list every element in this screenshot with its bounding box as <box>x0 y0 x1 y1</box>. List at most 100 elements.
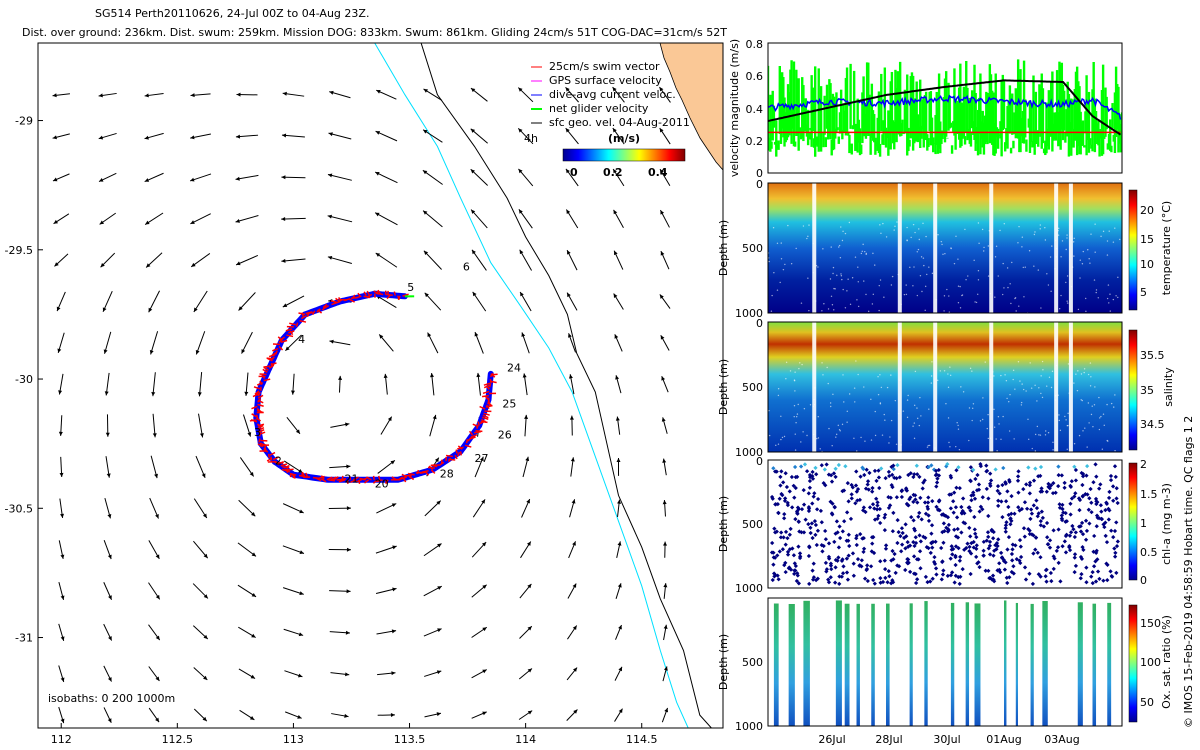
data-gap <box>1069 183 1073 313</box>
speckle <box>1048 284 1049 285</box>
speckle <box>992 371 993 372</box>
colorbar-tick: 0.2 <box>603 166 623 179</box>
speckle <box>822 248 823 249</box>
speckle <box>932 273 933 274</box>
speckle <box>773 227 774 228</box>
speckle <box>1104 425 1105 426</box>
speckle <box>1040 228 1041 229</box>
speckle <box>910 237 911 238</box>
speckle <box>841 275 842 276</box>
speckle <box>1114 394 1115 395</box>
speckle <box>956 422 957 423</box>
speckle <box>906 284 907 285</box>
colorbar-tick: 0 <box>570 166 578 179</box>
speckle <box>923 265 924 266</box>
speckle <box>1085 311 1086 312</box>
speckle <box>1117 277 1118 278</box>
speckle <box>919 397 920 398</box>
colorbar-title: (m/s) <box>608 132 640 145</box>
speckle <box>836 275 837 276</box>
speckle <box>985 361 986 362</box>
speckle <box>778 395 779 396</box>
swim-vector <box>269 454 270 458</box>
speckle <box>870 399 871 400</box>
speckle <box>1109 230 1110 231</box>
speckle <box>854 401 855 402</box>
track-label: 25 <box>502 397 516 410</box>
oxygen-profile <box>1004 600 1006 726</box>
speckle <box>854 387 855 388</box>
speckle <box>970 368 971 369</box>
speckle <box>1081 399 1082 400</box>
speckle <box>1004 374 1005 375</box>
speckle <box>1114 450 1115 451</box>
velocity-tick: 0.8 <box>746 38 764 51</box>
depth-tick: 1000 <box>735 582 763 595</box>
speckle <box>941 244 942 245</box>
speckle <box>1006 398 1007 399</box>
speckle <box>907 399 908 400</box>
speckle <box>881 387 882 388</box>
data-gap <box>989 322 993 452</box>
copyright-note: © IMOS 15-Feb-2019 04:58:59 Hobart time.… <box>1182 416 1195 728</box>
speckle <box>965 279 966 280</box>
oxygen-profile <box>951 603 954 726</box>
speckle <box>1021 246 1022 247</box>
speckle <box>919 239 920 240</box>
speckle <box>1011 262 1012 263</box>
depth-tick: 1000 <box>735 720 763 733</box>
speckle <box>973 403 974 404</box>
speckle <box>915 371 916 372</box>
speckle <box>778 444 779 445</box>
speckle <box>1055 399 1056 400</box>
speckle <box>917 418 918 419</box>
speckle <box>1031 387 1032 388</box>
speckle <box>886 236 887 237</box>
speckle <box>1046 273 1047 274</box>
speckle <box>1023 267 1024 268</box>
speckle <box>831 445 832 446</box>
speckle <box>988 438 989 439</box>
speckle <box>1040 224 1041 225</box>
speckle <box>1035 450 1036 451</box>
speckle <box>1048 432 1049 433</box>
speed-colorbar <box>563 149 685 161</box>
speckle <box>909 267 910 268</box>
swim-vector <box>467 439 468 443</box>
speckle <box>1109 294 1110 295</box>
speckle <box>1018 361 1019 362</box>
speckle <box>1052 442 1053 443</box>
speckle <box>988 245 989 246</box>
speckle <box>974 301 975 302</box>
speckle <box>1107 240 1108 241</box>
speckle <box>931 375 932 376</box>
speckle <box>1017 242 1018 243</box>
swim-vector <box>474 432 481 433</box>
speckle <box>996 246 997 247</box>
speckle <box>863 280 864 281</box>
velocity-tick: 0.4 <box>746 103 764 116</box>
speckle <box>1090 233 1091 234</box>
figure-title: SG514 Perth20110626, 24-Jul 00Z to 04-Au… <box>95 7 369 20</box>
oxygen-profile <box>1107 603 1111 726</box>
isobaths-label: isobaths: 0 200 1000m <box>48 692 175 705</box>
speckle <box>907 417 908 418</box>
speckle <box>1092 406 1093 407</box>
speckle <box>1018 226 1019 227</box>
speckle <box>861 253 862 254</box>
speckle <box>807 278 808 279</box>
speckle <box>990 438 991 439</box>
speckle <box>1040 375 1041 376</box>
speckle <box>977 294 978 295</box>
speckle <box>1054 268 1055 269</box>
swim-vector <box>297 323 298 327</box>
speckle <box>1021 404 1022 405</box>
date-tick: 28Jul <box>875 733 902 746</box>
speckle <box>862 251 863 252</box>
speckle <box>999 230 1000 231</box>
speckle <box>918 249 919 250</box>
speckle <box>912 426 913 427</box>
speckle <box>879 285 880 286</box>
speckle <box>1073 238 1074 239</box>
speckle <box>1002 416 1003 417</box>
